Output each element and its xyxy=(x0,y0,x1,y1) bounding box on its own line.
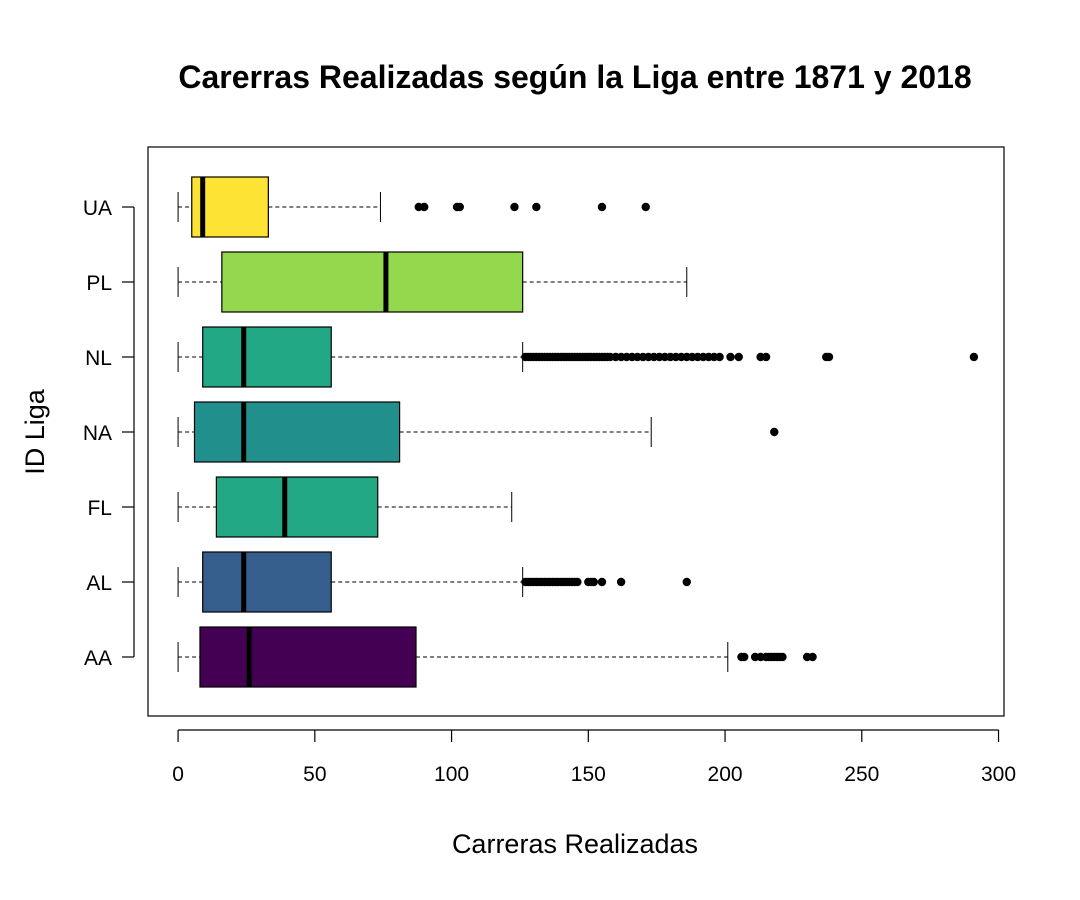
boxes-layer xyxy=(177,176,979,688)
x-tick-label: 250 xyxy=(844,763,879,786)
x-tick-label: 150 xyxy=(571,763,606,786)
x-tick-label: 100 xyxy=(434,763,469,786)
iqr-box xyxy=(221,251,524,313)
x-tick-label: 200 xyxy=(708,763,743,786)
iqr-box xyxy=(202,551,332,613)
x-axis: 0 50 100 150 200 250 300 xyxy=(172,729,1016,786)
x-tick-label: 50 xyxy=(303,763,326,786)
y-tick-label: AA xyxy=(84,647,112,670)
outlier-point xyxy=(597,202,607,212)
outlier-point xyxy=(715,352,724,362)
iqr-box xyxy=(199,626,417,688)
y-axis: AA AL FL NA NL PL UA xyxy=(83,197,135,670)
outlier-point xyxy=(778,652,787,662)
x-tick-label: 300 xyxy=(981,763,1016,786)
iqr-box xyxy=(215,476,379,538)
iqr-box xyxy=(193,401,401,463)
outlier-point xyxy=(420,202,429,212)
outlier-point xyxy=(734,352,743,362)
outlier-point xyxy=(589,577,598,587)
box-pl xyxy=(177,251,688,313)
outlier-point xyxy=(641,202,650,212)
outlier-point xyxy=(969,352,979,362)
outlier-point xyxy=(532,202,541,212)
box-fl xyxy=(177,476,513,538)
y-tick-label: FL xyxy=(87,497,112,520)
plot-frame xyxy=(147,146,1005,717)
outlier-point xyxy=(682,577,691,587)
outlier-point xyxy=(573,577,582,587)
outlier-point xyxy=(761,352,771,362)
outlier-point xyxy=(739,652,749,662)
x-tick-label: 0 xyxy=(172,763,184,786)
outlier-point xyxy=(808,652,817,662)
outlier-point xyxy=(824,352,834,362)
y-tick-label: UA xyxy=(83,197,112,220)
box-nl xyxy=(177,326,979,388)
box-na xyxy=(177,401,779,463)
outlier-point xyxy=(597,577,607,587)
y-tick-label: NL xyxy=(85,347,112,370)
box-al xyxy=(177,551,691,613)
outlier-point xyxy=(770,427,779,437)
outlier-point xyxy=(455,202,464,212)
outlier-point xyxy=(726,352,735,362)
outlier-point xyxy=(510,202,519,212)
y-tick-label: NA xyxy=(83,422,112,445)
y-tick-label: PL xyxy=(86,272,112,295)
iqr-box xyxy=(202,326,332,388)
chart-title: Carerras Realizadas según la Liga entre … xyxy=(178,59,971,95)
x-axis-label: Carreras Realizadas xyxy=(452,829,698,859)
y-tick-label: AL xyxy=(86,572,112,595)
outlier-point xyxy=(616,577,626,587)
box-aa xyxy=(177,626,817,688)
box-ua xyxy=(177,176,650,238)
y-axis-label: ID Liga xyxy=(20,388,50,475)
